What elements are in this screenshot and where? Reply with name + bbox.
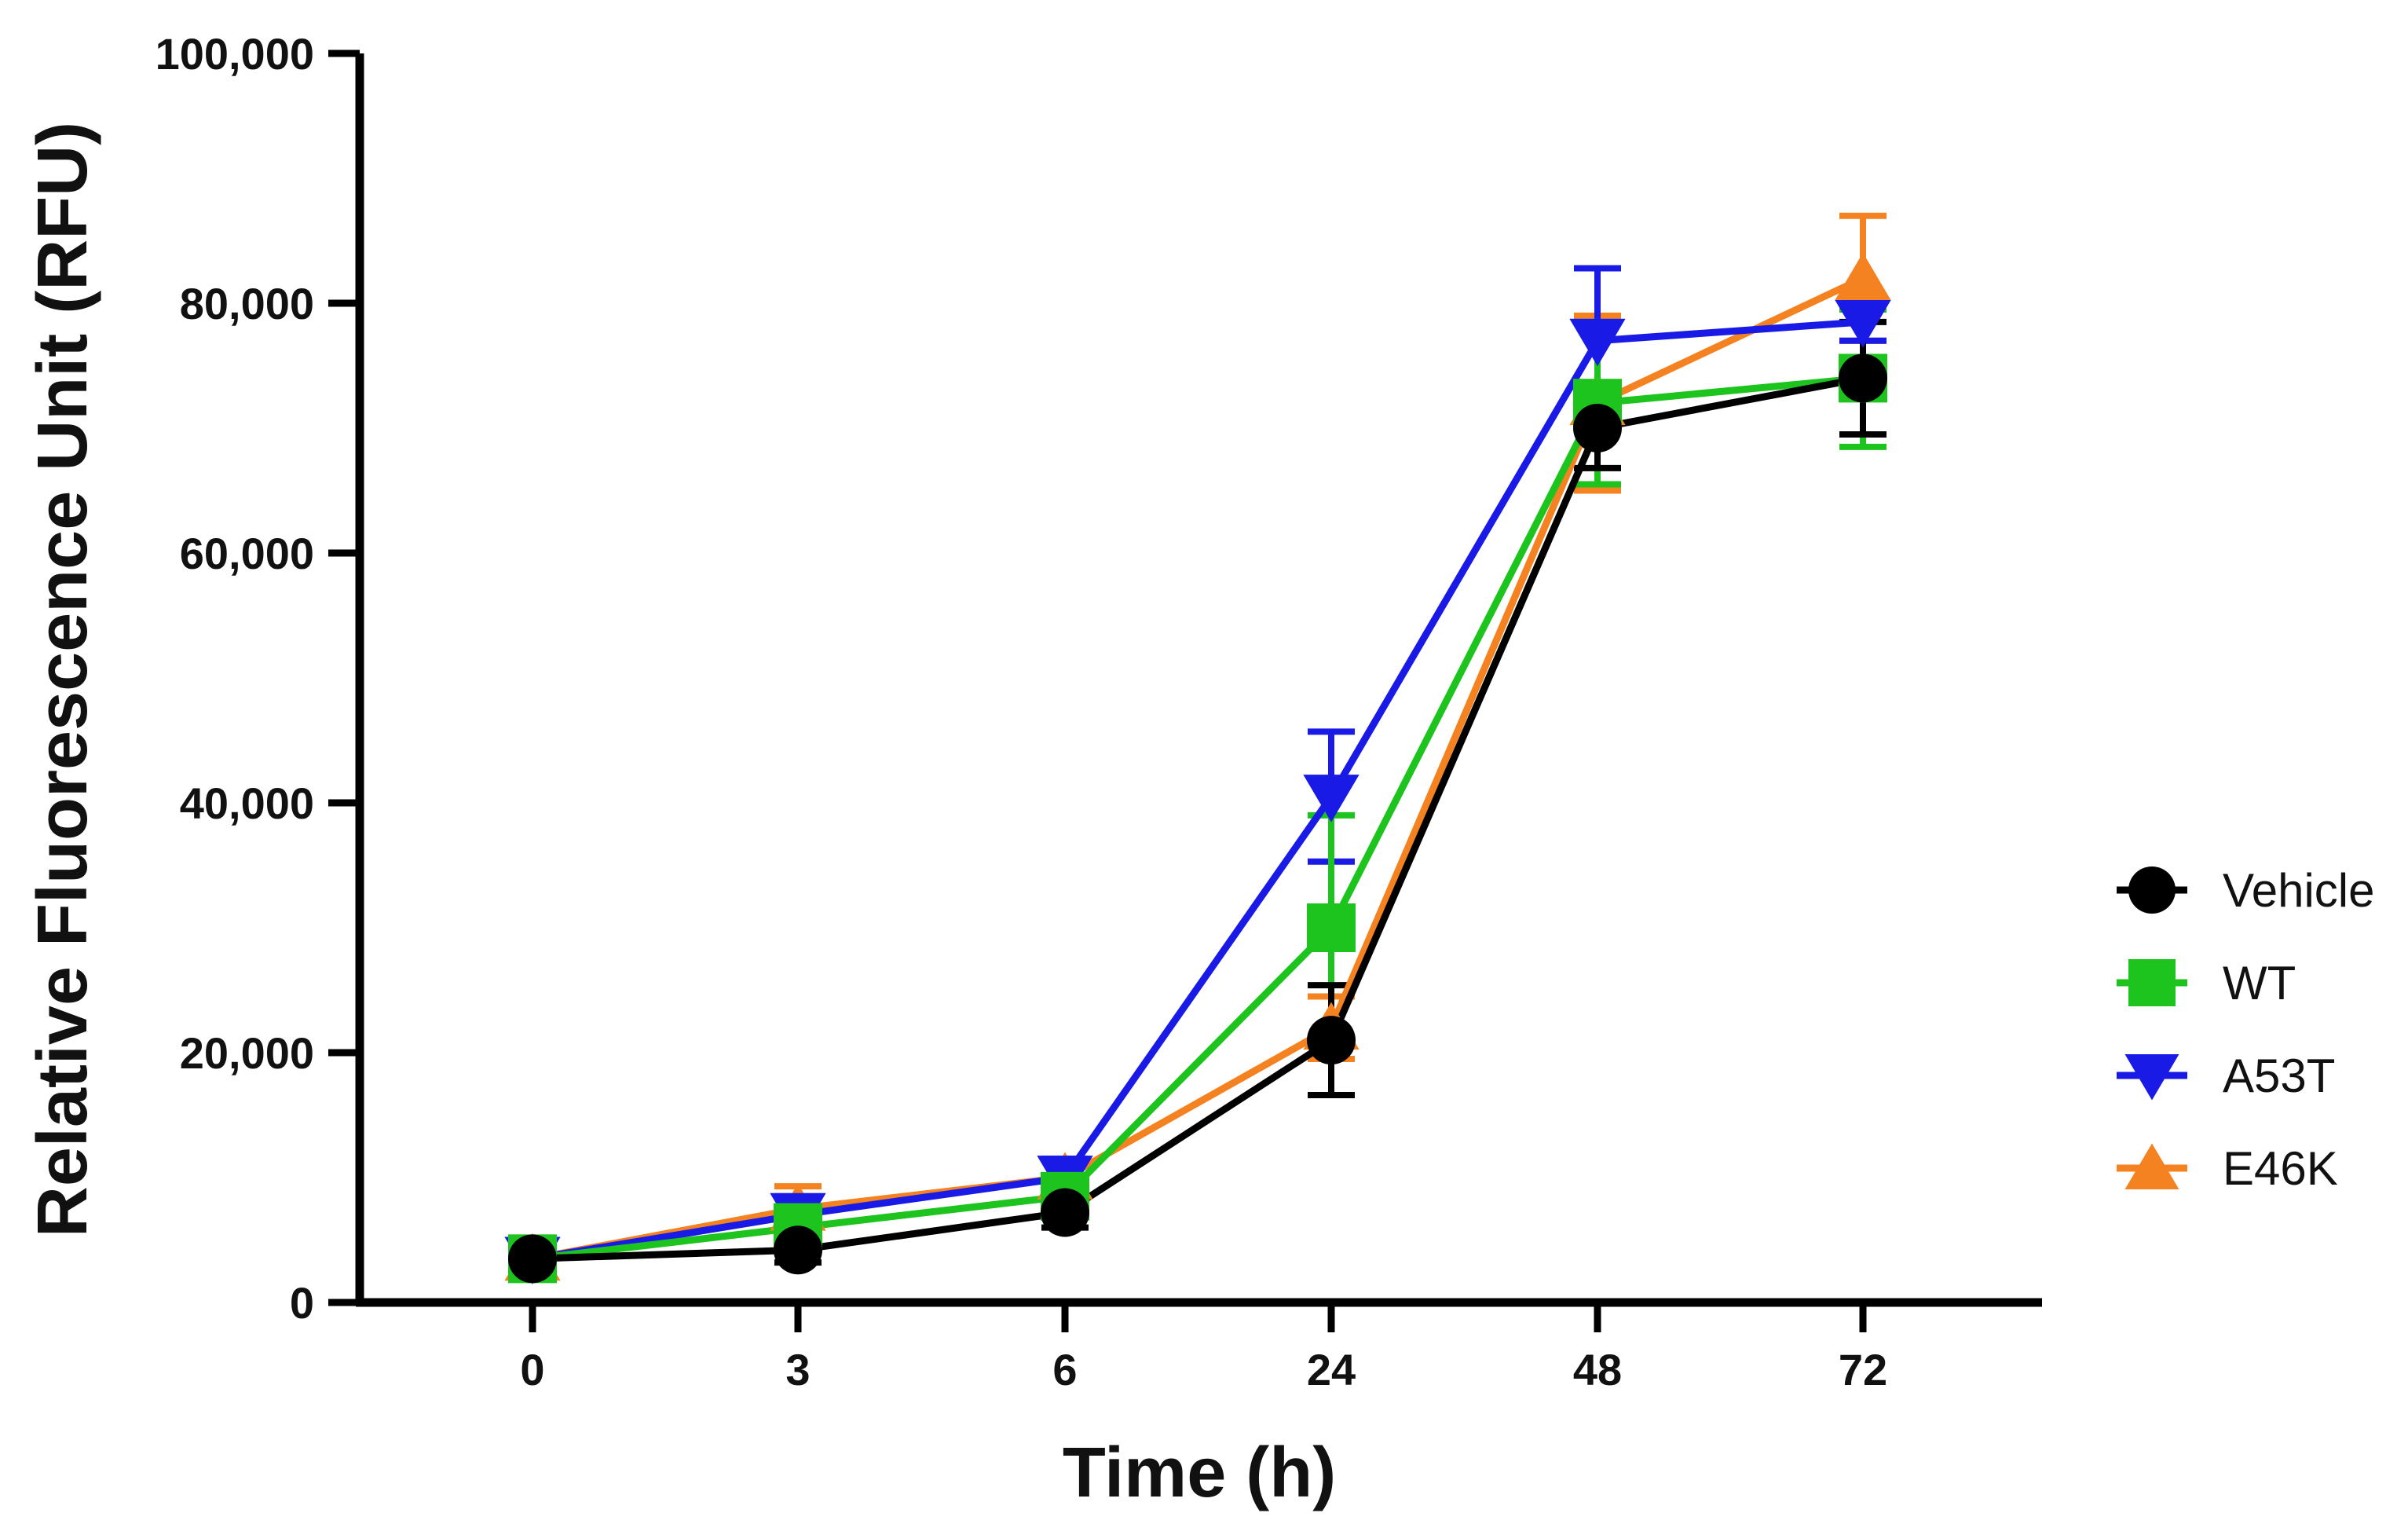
x-ticks: 0 3 6 24 48 72: [520, 1302, 1887, 1394]
y-tick-label: 0: [290, 1278, 314, 1328]
legend-label-e46k: E46K: [2223, 1142, 2338, 1195]
legend-item-e46k: E46K: [2117, 1142, 2338, 1195]
data-point-a53t: [1835, 299, 1891, 348]
data-point-vehicle: [1307, 1016, 1356, 1065]
y-tick-label: 60,000: [180, 529, 314, 578]
x-tick-label: 72: [1839, 1345, 1887, 1394]
data-point-vehicle: [1573, 404, 1622, 452]
y-tick-label: 20,000: [180, 1028, 314, 1078]
data-point-vehicle: [1041, 1188, 1089, 1237]
data-point-wt: [1307, 903, 1356, 952]
data-point-vehicle: [508, 1234, 557, 1284]
legend-marker-wt: [2128, 959, 2176, 1006]
series-line-e46k: [532, 275, 1865, 1262]
data-point-e46k: [1835, 252, 1891, 301]
x-tick-label: 3: [785, 1345, 810, 1394]
y-ticks: 0 20,000 40,000 60,000 80,000 100,000: [156, 29, 360, 1328]
x-tick-label: 24: [1307, 1345, 1356, 1394]
series-line-a53t: [532, 318, 1864, 1262]
error-bars: [509, 212, 1887, 1273]
y-axis-title: Relative Fluorescence Unit (RFU): [24, 122, 102, 1237]
data-point-a53t: [1303, 775, 1360, 822]
legend-item-vehicle: Vehicle: [2117, 864, 2374, 917]
legend-marker-a53t: [2124, 1054, 2179, 1101]
series-markers: [504, 252, 1891, 1284]
x-axis-title: Time (h): [1063, 1434, 1336, 1512]
y-tick-label: 40,000: [180, 778, 314, 828]
legend-label-vehicle: Vehicle: [2223, 864, 2374, 917]
data-point-vehicle: [1839, 354, 1887, 403]
legend: Vehicle WT A53T E46K: [2117, 864, 2374, 1195]
y-tick-label: 80,000: [180, 279, 314, 328]
x-tick-label: 48: [1573, 1345, 1622, 1394]
legend-label-a53t: A53T: [2223, 1050, 2335, 1102]
y-tick-label: 100,000: [156, 29, 314, 79]
legend-item-a53t: A53T: [2117, 1050, 2335, 1102]
series-lines: [532, 275, 1865, 1262]
legend-marker-vehicle: [2128, 866, 2176, 914]
data-point-a53t: [1569, 318, 1626, 367]
x-tick-label: 0: [520, 1345, 544, 1394]
series-line-wt: [532, 374, 1864, 1262]
legend-item-wt: WT: [2117, 957, 2296, 1009]
series-line-vehicle: [532, 374, 1864, 1262]
legend-label-wt: WT: [2223, 957, 2296, 1009]
axes: [355, 53, 2042, 1307]
data-point-vehicle: [774, 1225, 822, 1275]
legend-marker-e46k: [2124, 1143, 2179, 1189]
x-tick-label: 6: [1052, 1345, 1077, 1394]
